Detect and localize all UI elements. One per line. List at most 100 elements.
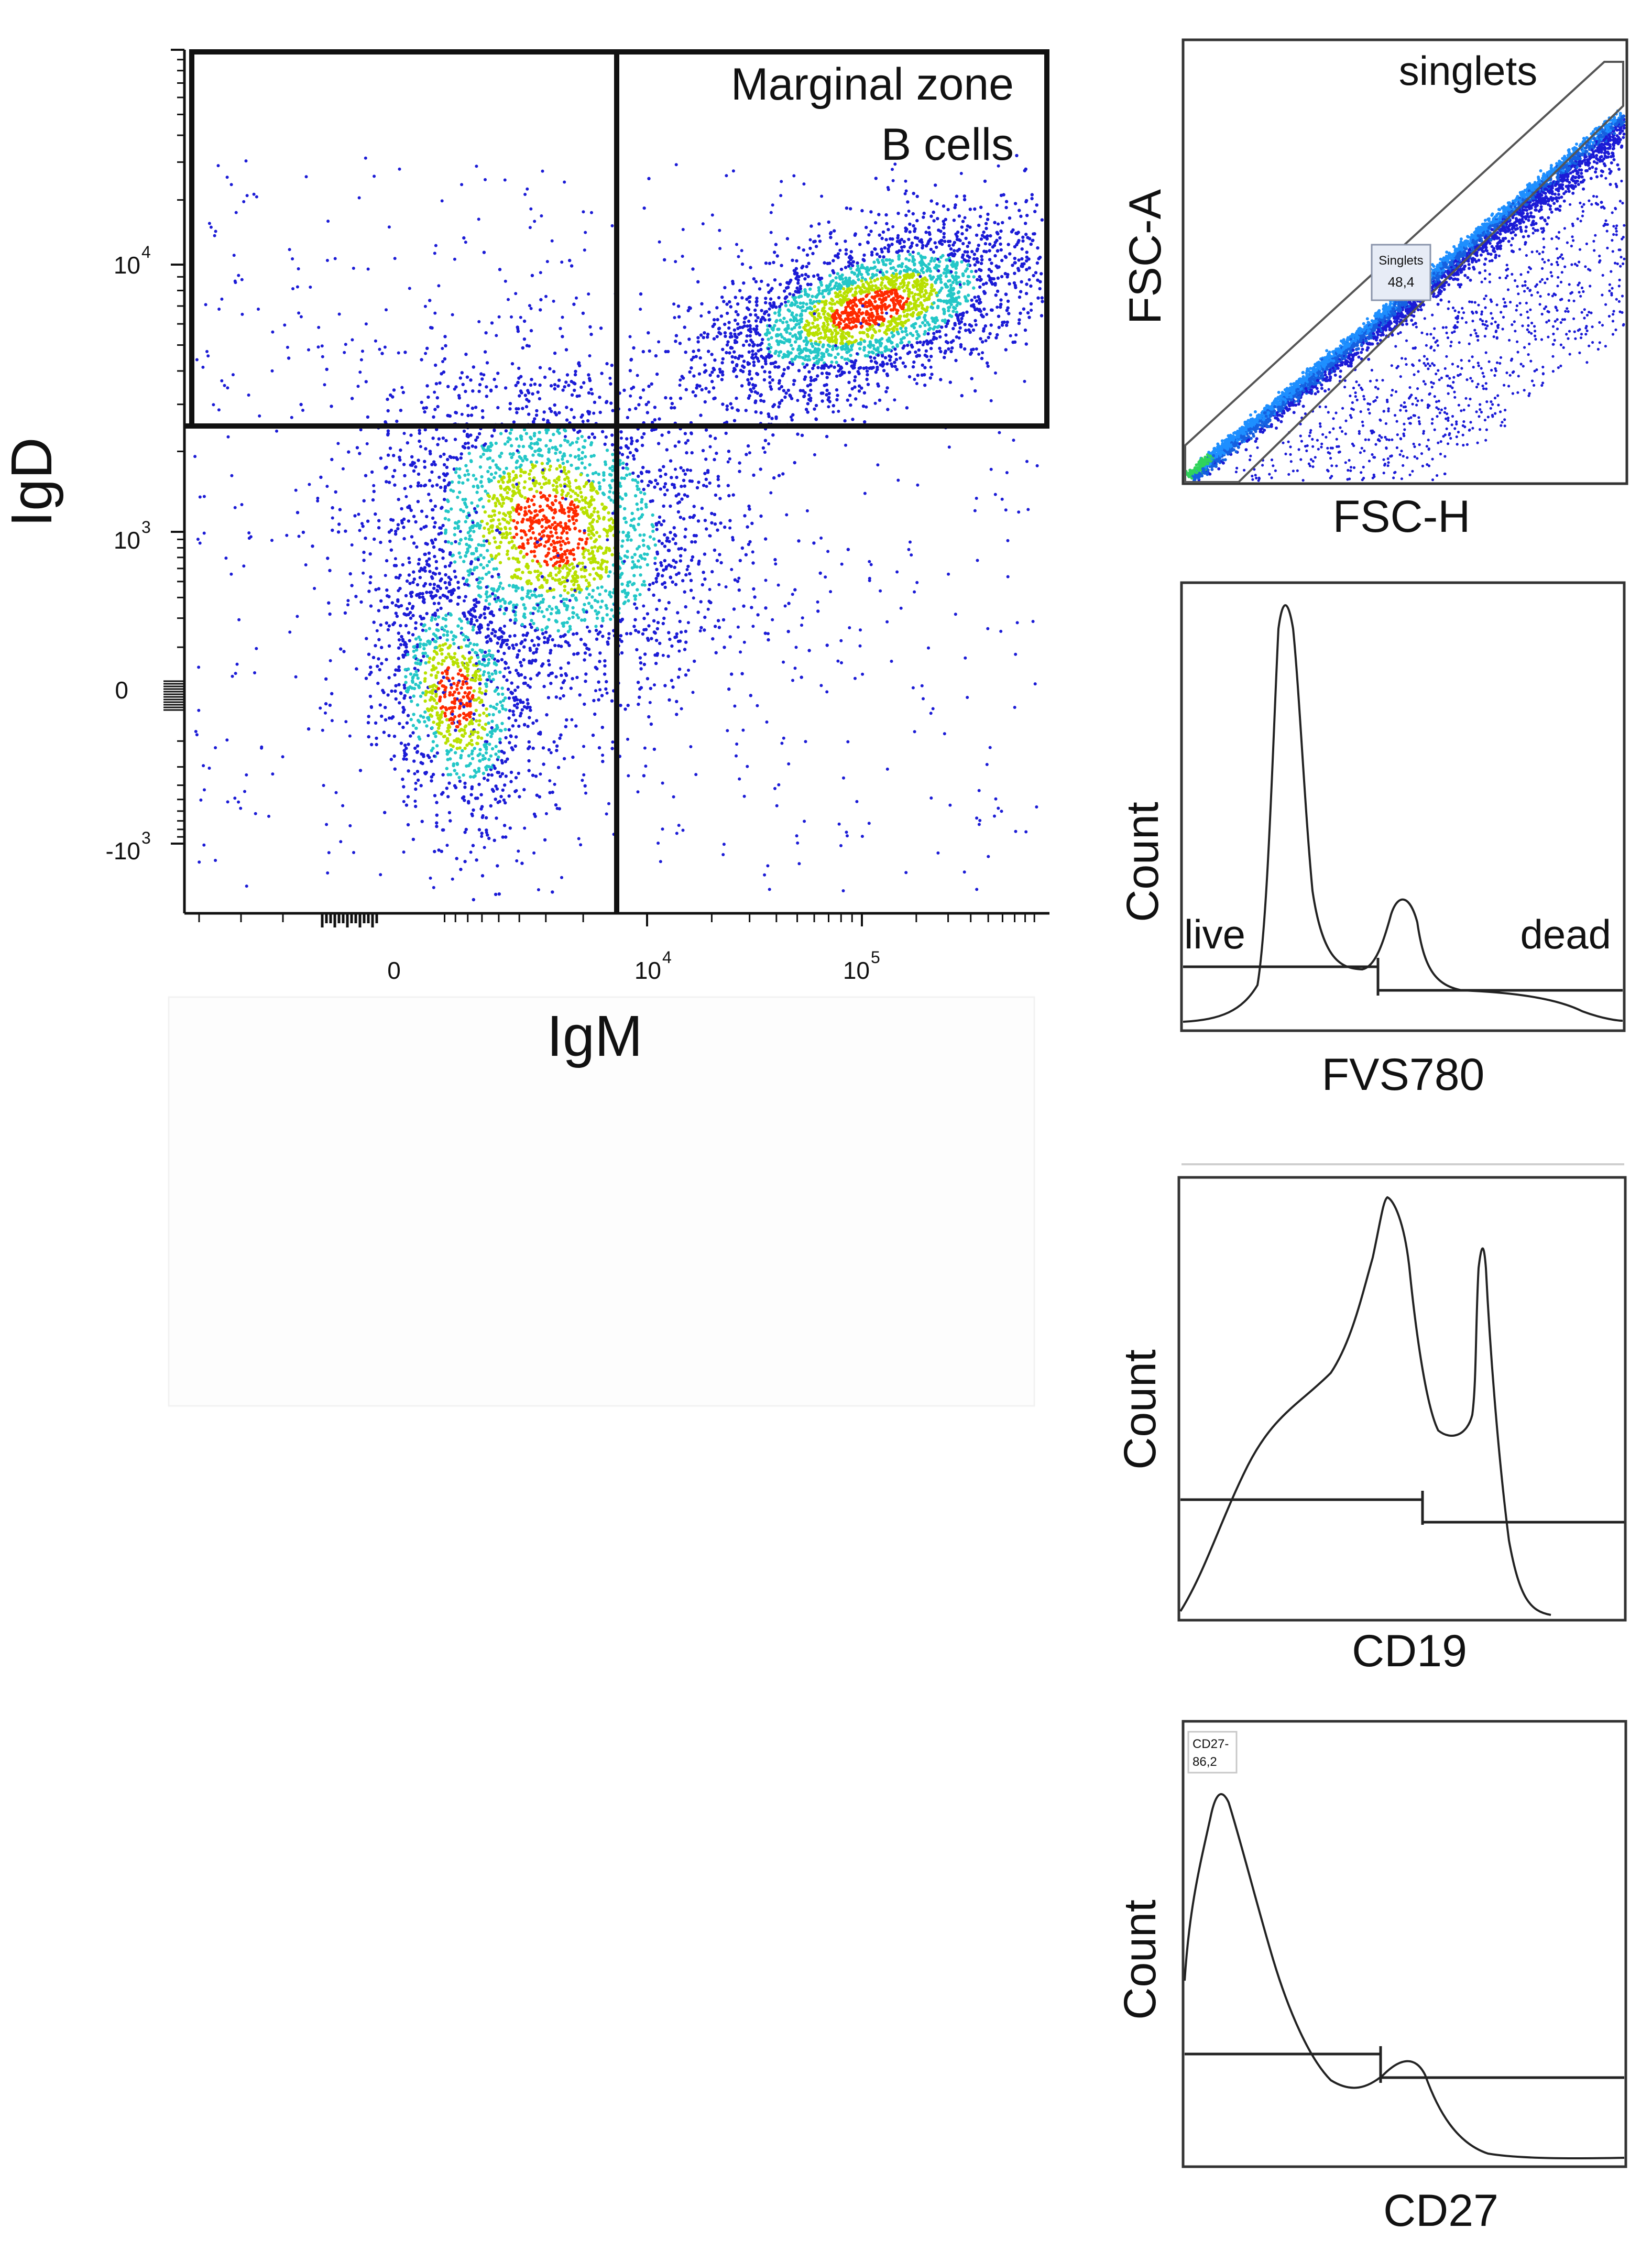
scatter-point (790, 343, 793, 347)
scatter-point (392, 388, 396, 392)
scatter-point (848, 280, 852, 283)
scatter-point (640, 507, 643, 510)
scatter-point (374, 512, 377, 516)
scatter-point (664, 565, 669, 569)
scatter-point (921, 363, 924, 367)
scatter-point (1029, 242, 1033, 246)
scatter-point (609, 595, 613, 599)
scatter-point (946, 269, 950, 272)
scatter-point (336, 530, 341, 534)
scatter-point (873, 360, 878, 364)
scatter-point (571, 517, 575, 521)
scatter-point (822, 306, 826, 310)
scatter-point (887, 277, 890, 280)
scatter-point (385, 588, 389, 592)
scatter-point (921, 306, 924, 310)
scatter-point (838, 290, 842, 294)
scatter-point (673, 565, 676, 570)
scatter-point (512, 536, 516, 539)
scatter-point (847, 370, 851, 374)
scatter-point (825, 284, 829, 288)
scatter-point (849, 250, 854, 254)
scatter-point (880, 250, 884, 254)
scatter-point (747, 308, 751, 311)
scatter-point (669, 396, 673, 400)
scatter-point (528, 444, 532, 448)
scatter-point (532, 550, 536, 553)
scatter-point (721, 347, 725, 352)
scatter-point (508, 431, 512, 435)
scatter-point (642, 662, 647, 667)
scatter-point (505, 531, 508, 534)
scatter-point (734, 296, 737, 299)
scatter-point (935, 293, 939, 297)
scatter-point (868, 327, 872, 331)
scatter-point (798, 325, 802, 329)
scatter-point (670, 406, 673, 410)
scatter-point (887, 249, 891, 253)
scatter-point (942, 271, 946, 275)
scatter-point (403, 487, 407, 490)
scatter-point (909, 332, 913, 335)
scatter-point (876, 277, 880, 281)
scatter-point (906, 272, 910, 276)
scatter-point (538, 520, 541, 523)
scatter-point (325, 367, 329, 372)
scatter-point (767, 318, 771, 322)
scatter-point (671, 537, 675, 541)
scatter-point (662, 485, 666, 489)
scatter-point (874, 221, 878, 225)
scatter-point (776, 343, 781, 346)
scatter-point (827, 220, 830, 224)
scatter-point (735, 375, 739, 378)
scatter-point (892, 306, 896, 310)
scatter-point (860, 272, 863, 277)
scatter-point (493, 536, 496, 540)
scatter-point (499, 540, 502, 544)
scatter-point (598, 651, 602, 655)
scatter-point (691, 390, 695, 394)
scatter-point (870, 287, 874, 291)
scatter-point (865, 225, 868, 230)
scatter-point (915, 354, 918, 358)
scatter-point (748, 343, 751, 347)
scatter-point (916, 252, 921, 256)
scatter-point (630, 566, 634, 570)
scatter-point (957, 247, 961, 252)
scatter-point (728, 635, 732, 639)
scatter-point (736, 580, 740, 583)
scatter-point (904, 326, 908, 330)
scatter-point (960, 394, 964, 398)
scatter-point (748, 372, 751, 376)
scatter-point (795, 271, 799, 275)
scatter-point (511, 483, 515, 487)
scatter-point (748, 295, 752, 299)
scatter-point (706, 335, 709, 339)
scatter-point (563, 385, 566, 389)
scatter-point (783, 297, 787, 300)
scatter-point (472, 552, 475, 555)
scatter-point (823, 384, 826, 387)
scatter-point (579, 495, 584, 499)
scatter-point (516, 380, 520, 384)
scatter-point (580, 538, 584, 542)
scatter-point (836, 293, 840, 297)
scatter-point (561, 575, 565, 580)
scatter-point (532, 643, 536, 647)
scatter-point (951, 261, 955, 266)
scatter-point (439, 606, 443, 610)
scatter-point (1013, 271, 1016, 275)
scatter-point (723, 525, 727, 529)
scatter-point (899, 356, 902, 360)
scatter-point (724, 431, 728, 435)
scatter-point (830, 360, 834, 364)
scatter-point (507, 497, 511, 500)
scatter-point (433, 554, 436, 559)
scatter-point (692, 374, 696, 378)
scatter-point (597, 473, 601, 476)
scatter-point (712, 318, 716, 322)
scatter-point (338, 508, 342, 511)
scatter-point (653, 653, 657, 657)
scatter-point (493, 513, 497, 517)
scatter-point (715, 335, 719, 338)
